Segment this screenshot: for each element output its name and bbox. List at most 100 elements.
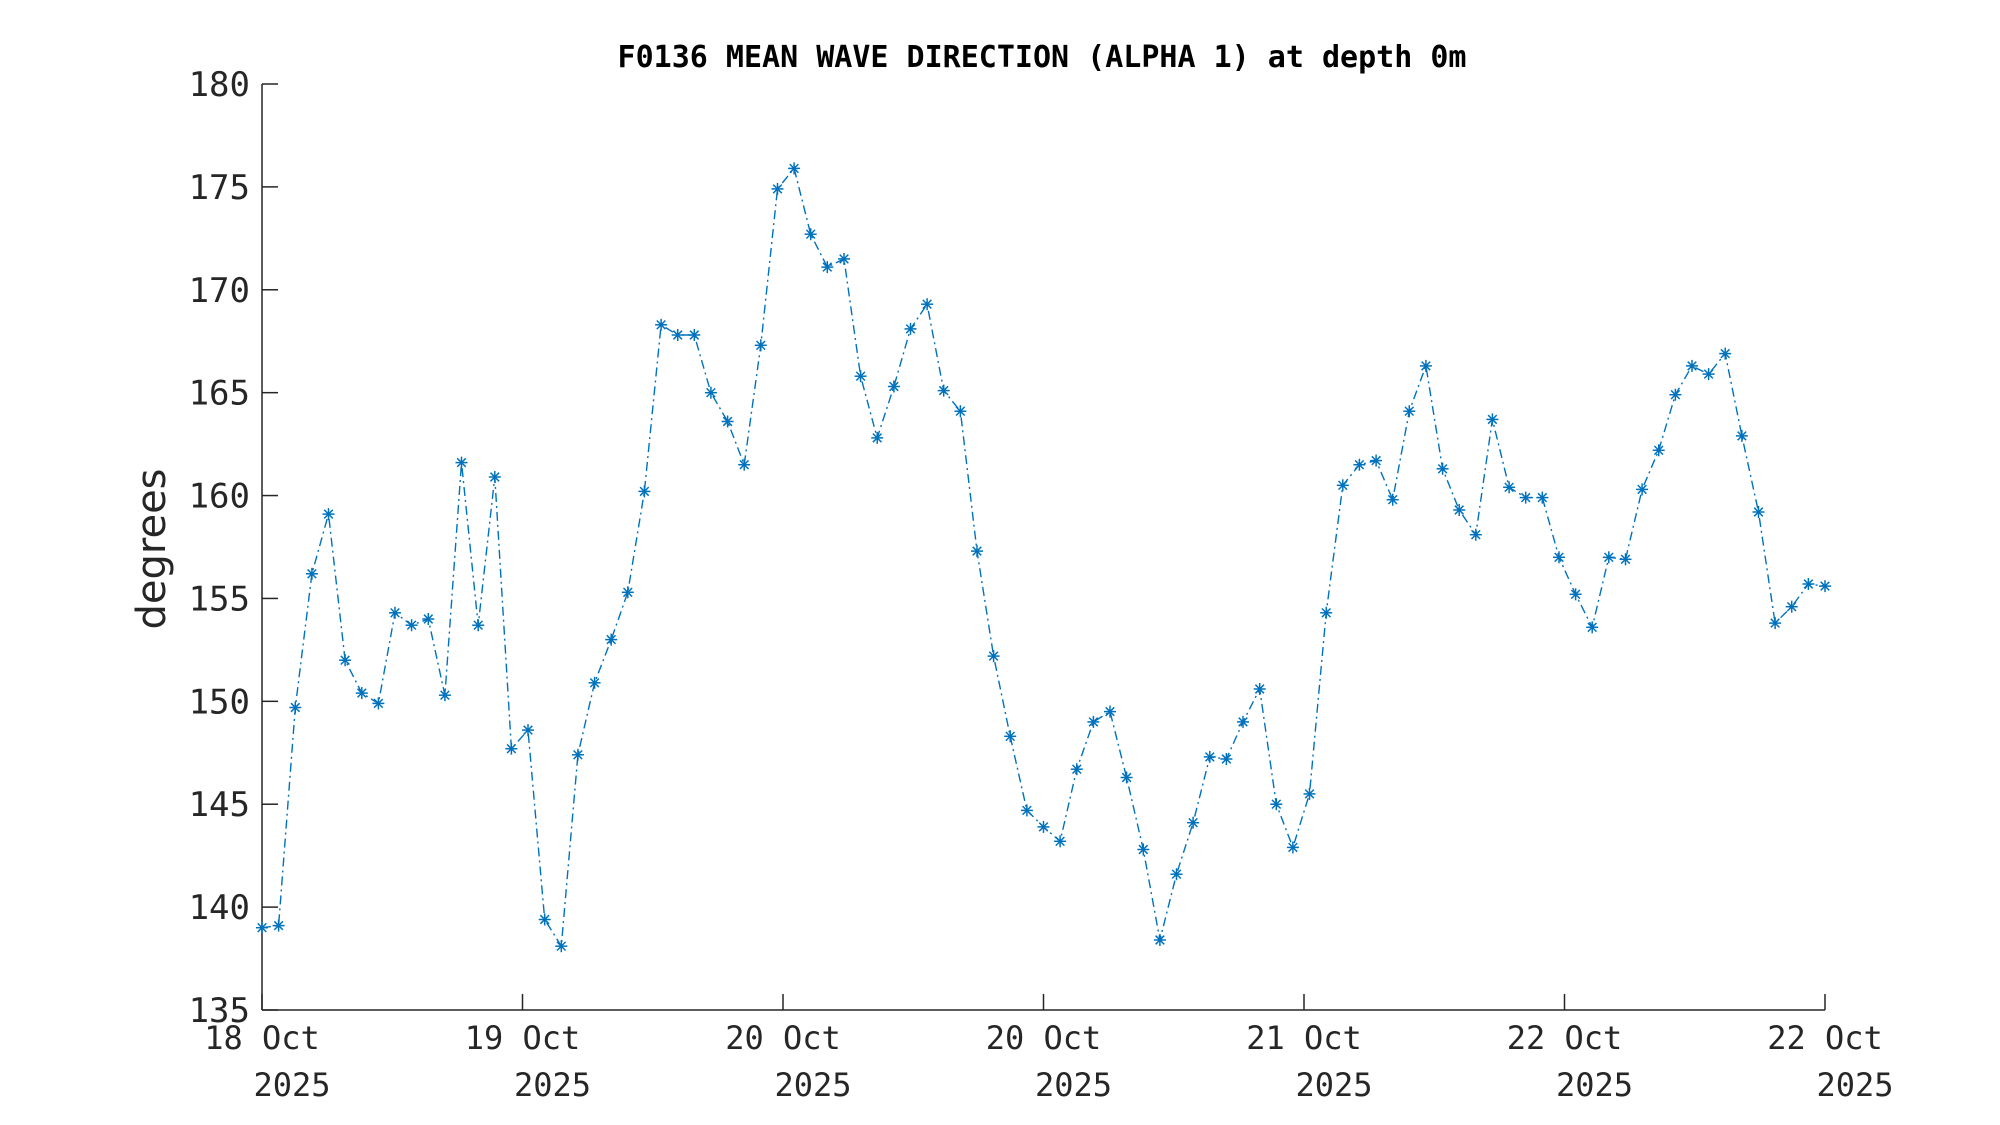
data-point — [1336, 479, 1349, 492]
data-point — [638, 485, 651, 498]
data-point — [1286, 841, 1299, 854]
data-point — [1486, 413, 1499, 426]
data-point — [1253, 683, 1266, 695]
data-point — [1120, 771, 1133, 784]
data-point — [305, 567, 318, 580]
x-tick-label-year: 2025 — [1295, 1066, 1372, 1104]
y-tick-label: 145 — [189, 785, 250, 825]
data-point — [1503, 481, 1516, 494]
data-point — [389, 606, 401, 619]
x-tick-label: 21 Oct — [1246, 1019, 1362, 1057]
data-point — [1237, 715, 1249, 728]
x-tick-label-year: 2025 — [1556, 1066, 1633, 1104]
data-point — [854, 370, 867, 383]
data-point — [954, 405, 967, 418]
y-tick-label: 140 — [189, 888, 250, 928]
data-point — [488, 471, 501, 483]
data-point — [1469, 528, 1482, 541]
x-tick-label: 20 Oct — [725, 1019, 841, 1057]
series-layer — [256, 162, 1831, 953]
data-point — [272, 919, 285, 932]
data-point — [1553, 551, 1565, 564]
data-point — [688, 329, 701, 341]
data-point — [1203, 750, 1216, 763]
data-point — [1719, 347, 1732, 360]
x-tick-label: 20 Oct — [986, 1019, 1102, 1057]
data-point — [1170, 868, 1183, 881]
data-point — [1386, 493, 1399, 506]
data-point — [1020, 804, 1033, 817]
data-point — [1686, 359, 1698, 372]
x-tick-label: 18 Oct — [204, 1019, 320, 1057]
data-point — [405, 619, 418, 632]
data-point — [1137, 843, 1150, 856]
data-point — [422, 613, 435, 625]
y-tick-label: 170 — [189, 271, 250, 311]
data-point — [1802, 578, 1815, 590]
data-point — [322, 508, 335, 521]
data-point — [1436, 462, 1449, 475]
data-point — [1270, 798, 1283, 811]
x-tick-label-year: 2025 — [774, 1066, 851, 1104]
x-tick-label-year: 2025 — [514, 1066, 591, 1104]
data-point — [804, 228, 817, 241]
data-point — [1519, 491, 1532, 504]
data-point — [1453, 504, 1466, 516]
data-point — [438, 689, 451, 702]
data-point — [1636, 483, 1649, 496]
data-point — [921, 298, 934, 311]
y-tick-label: 150 — [189, 682, 250, 722]
data-point — [1669, 388, 1682, 401]
x-tick-label-year: 2025 — [253, 1066, 330, 1104]
data-point — [1187, 816, 1200, 829]
data-point — [1004, 730, 1017, 743]
data-point — [1037, 820, 1050, 833]
data-point — [971, 545, 983, 558]
data-point — [522, 724, 534, 737]
data-point — [937, 384, 950, 397]
data-point — [1370, 454, 1383, 467]
data-point — [1652, 444, 1665, 457]
y-axis-label: degrees — [129, 468, 175, 629]
data-point — [1769, 617, 1782, 630]
data-point — [1819, 580, 1831, 593]
data-point — [538, 913, 551, 926]
data-point — [339, 654, 352, 667]
y-tick-label: 165 — [189, 374, 250, 414]
data-point — [887, 380, 900, 393]
data-point — [1785, 600, 1798, 613]
data-point — [1303, 787, 1316, 800]
data-point — [655, 318, 668, 331]
data-point — [671, 329, 684, 341]
data-point — [355, 687, 368, 700]
data-point — [1220, 753, 1233, 765]
x-tick-label: 19 Oct — [465, 1019, 581, 1057]
x-tick-label: 22 Oct — [1507, 1019, 1623, 1057]
data-point — [721, 415, 734, 428]
data-point — [289, 701, 302, 714]
data-point — [1104, 705, 1116, 718]
chart-title: F0136 MEAN WAVE DIRECTION (ALPHA 1) at d… — [618, 40, 1467, 75]
data-point — [588, 676, 601, 689]
data-point — [1619, 553, 1632, 566]
data-point — [788, 162, 801, 175]
data-point — [472, 619, 485, 632]
data-point — [1054, 835, 1067, 848]
data-point — [256, 921, 268, 934]
x-tick-label: 22 Oct — [1767, 1019, 1883, 1057]
y-tick-label: 155 — [189, 579, 250, 619]
y-tick-label: 180 — [189, 65, 250, 105]
data-point — [1070, 763, 1083, 776]
axes: 135 140 145 150 155 160 165 170 175 180 18 Oct 2025… — [189, 65, 1894, 1104]
data-point — [1419, 359, 1432, 372]
data-point — [1403, 405, 1416, 418]
data-point — [555, 940, 568, 953]
data-point — [1320, 606, 1333, 619]
data-point — [621, 586, 634, 599]
data-point — [1353, 458, 1366, 471]
data-point — [1752, 506, 1765, 518]
data-point — [738, 458, 751, 471]
data-point — [987, 650, 1000, 663]
data-point — [1735, 429, 1748, 442]
